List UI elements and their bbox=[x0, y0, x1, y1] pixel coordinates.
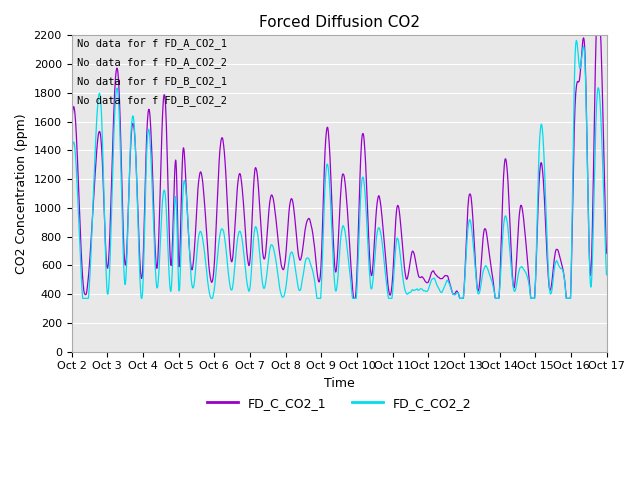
Text: No data for f FD_B_CO2_1: No data for f FD_B_CO2_1 bbox=[77, 76, 227, 87]
FD_C_CO2_2 bbox=[540, 141, 547, 146]
Title: Forced Diffusion CO2: Forced Diffusion CO2 bbox=[259, 15, 420, 30]
Legend: FD_C_CO2_1, FD_C_CO2_2: FD_C_CO2_1, FD_C_CO2_2 bbox=[202, 392, 476, 415]
Text: No data for f FD_A_CO2_2: No data for f FD_A_CO2_2 bbox=[77, 58, 227, 68]
FD_C_CO2_2 bbox=[187, 272, 195, 277]
FD_C_CO2_1 bbox=[246, 252, 254, 258]
FD_C_CO2_1 bbox=[173, 213, 181, 219]
FD_C_CO2_2 bbox=[422, 288, 430, 294]
Line: FD_C_CO2_2: FD_C_CO2_2 bbox=[72, 40, 607, 299]
FD_C_CO2_1 bbox=[68, 121, 76, 127]
X-axis label: Time: Time bbox=[324, 377, 355, 390]
FD_C_CO2_1 bbox=[492, 296, 500, 301]
FD_C_CO2_2 bbox=[573, 37, 580, 43]
Line: FD_C_CO2_1: FD_C_CO2_1 bbox=[72, 36, 607, 299]
Text: No data for f FD_B_CO2_2: No data for f FD_B_CO2_2 bbox=[77, 96, 227, 106]
FD_C_CO2_2 bbox=[247, 277, 255, 283]
FD_C_CO2_2 bbox=[79, 296, 86, 301]
FD_C_CO2_1 bbox=[422, 279, 430, 285]
FD_C_CO2_1 bbox=[592, 33, 600, 38]
FD_C_CO2_2 bbox=[68, 152, 76, 157]
FD_C_CO2_2 bbox=[603, 272, 611, 278]
FD_C_CO2_2 bbox=[174, 258, 182, 264]
FD_C_CO2_2 bbox=[492, 296, 500, 301]
FD_C_CO2_1 bbox=[603, 251, 611, 256]
Y-axis label: CO2 Concentration (ppm): CO2 Concentration (ppm) bbox=[15, 113, 28, 274]
FD_C_CO2_1 bbox=[350, 296, 358, 301]
FD_C_CO2_1 bbox=[187, 259, 195, 265]
FD_C_CO2_1 bbox=[540, 178, 547, 184]
Text: No data for f FD_A_CO2_1: No data for f FD_A_CO2_1 bbox=[77, 38, 227, 49]
